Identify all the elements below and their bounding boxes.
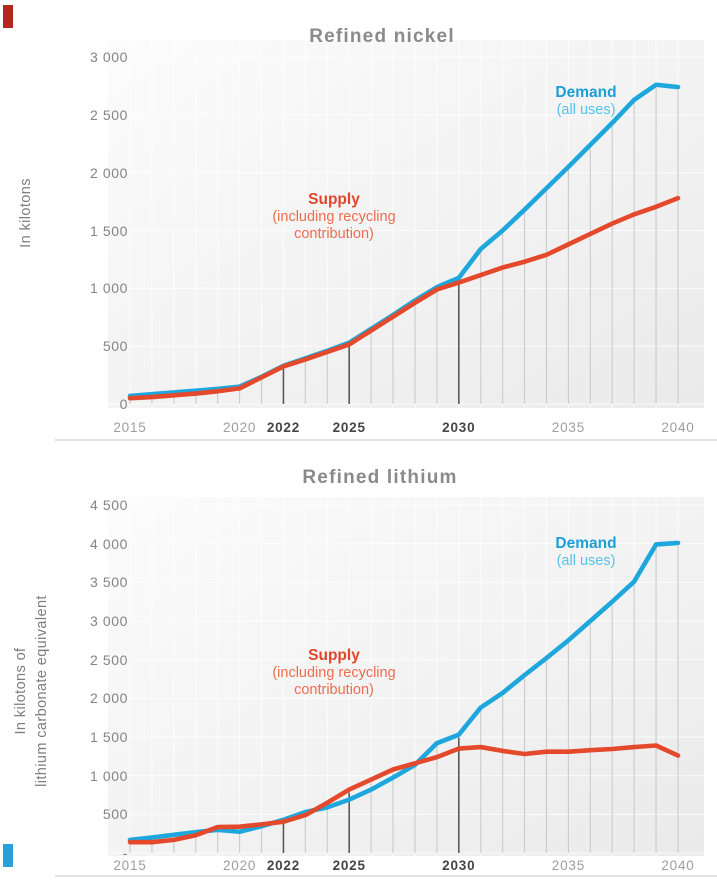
demand-sublabel: (all uses) [556, 552, 616, 569]
x-tick-label: 2040 [661, 420, 695, 435]
y-tick-label: 0 [119, 396, 128, 412]
supply-sublabel-line2: contribution) [294, 682, 374, 698]
y-tick-label: 3 500 [89, 574, 128, 591]
demand-label: Demand [555, 535, 617, 552]
x-tick-label: 2022 [266, 858, 301, 873]
x-tick-label: 2030 [442, 858, 476, 873]
chart-title-nickel: Refined nickel [309, 26, 455, 47]
y-axis-label-lithium-line1: In kilotons of [13, 647, 29, 735]
x-tick-label: 2030 [442, 420, 476, 435]
x-tick-label: 2040 [661, 858, 695, 873]
y-tick-label: 2 500 [89, 106, 128, 123]
y-tick-label: 500 [102, 806, 128, 823]
y-tick-label: 2 500 [89, 651, 128, 668]
supply-sublabel-line2: contribution) [294, 226, 374, 242]
y-tick-label: 1 500 [89, 729, 128, 745]
demand-sublabel: (all uses) [556, 101, 616, 118]
x-tick-label: 2022 [266, 420, 301, 435]
x-tick-label: 2020 [222, 858, 257, 873]
y-tick-label: - [122, 845, 128, 861]
y-tick-label: 3 000 [89, 613, 128, 629]
x-tick-label: 2015 [113, 420, 147, 435]
y-tick-label: 4 000 [89, 535, 128, 552]
y-tick-label: 2 000 [89, 690, 128, 707]
y-tick-label: 1 000 [89, 280, 128, 297]
section-divider [55, 875, 717, 877]
plot-area [108, 497, 704, 856]
y-tick-label: 4 500 [89, 497, 128, 513]
x-tick-label: 2035 [551, 420, 585, 435]
supply-label: Supply [308, 647, 360, 664]
x-tick-label: 2020 [222, 420, 257, 435]
y-tick-label: 2 000 [89, 164, 128, 181]
y-tick-label: 1 500 [89, 222, 128, 239]
y-tick-label: 3 000 [89, 49, 128, 65]
section-divider [55, 439, 717, 441]
supply-sublabel-line1: (including recycling [272, 664, 396, 681]
corner-marker-red [3, 5, 13, 28]
y-axis-label-nickel: In kilotons [18, 178, 34, 248]
supply-sublabel-line1: (including recycling [272, 208, 396, 225]
supply-annotation-lithium: Supply (including recycling contribution… [224, 647, 444, 700]
chart-title-lithium: Refined lithium [302, 467, 458, 488]
x-tick-label: 2025 [332, 858, 366, 873]
demand-annotation-lithium: Demand (all uses) [496, 535, 676, 570]
x-tick-label: 2035 [551, 858, 585, 873]
supply-line [127, 195, 681, 401]
y-tick-label: 1 000 [89, 767, 128, 784]
supply-annotation-nickel: Supply (including recycling contribution… [224, 191, 444, 244]
demand-annotation-nickel: Demand (all uses) [496, 84, 676, 119]
supply-label: Supply [308, 191, 360, 208]
demand-label: Demand [555, 84, 617, 101]
x-tick-label: 2015 [113, 858, 147, 873]
supply-line [127, 743, 681, 845]
x-tick-label: 2025 [332, 420, 366, 435]
corner-marker-blue [3, 844, 13, 867]
y-tick-label: 500 [102, 338, 128, 355]
demand-line [127, 540, 681, 843]
